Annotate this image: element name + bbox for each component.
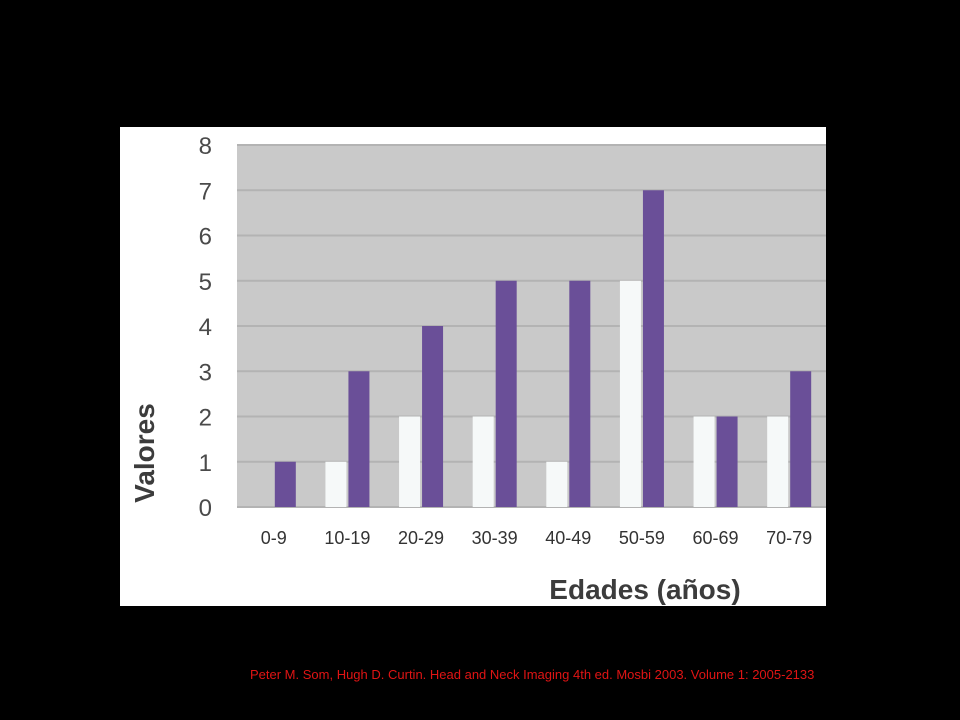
bar-dark bbox=[274, 461, 296, 507]
y-axis-title: Valores bbox=[129, 403, 160, 503]
bar-dark bbox=[790, 371, 812, 507]
y-tick-label: 3 bbox=[199, 359, 212, 386]
x-tick-label: 30-39 bbox=[472, 528, 518, 548]
bar-light bbox=[399, 416, 421, 507]
x-tick-label: 70-79 bbox=[766, 528, 812, 548]
y-tick-label: 6 bbox=[199, 224, 212, 251]
x-tick-label: 60-69 bbox=[693, 528, 739, 548]
bar-light bbox=[472, 416, 494, 507]
y-tick-label: 1 bbox=[199, 450, 212, 477]
bar-light bbox=[546, 461, 568, 507]
bar-light bbox=[767, 416, 789, 507]
bar-dark bbox=[642, 190, 664, 507]
bar-dark bbox=[716, 416, 738, 507]
y-tick-label: 4 bbox=[199, 314, 212, 341]
bar-chart: 0 1 2 3 4 5 6 7 8 0-9 10-19 20-29 30-39 40-49 50-59 60… bbox=[129, 133, 826, 605]
bar-light bbox=[325, 461, 347, 507]
bar-dark bbox=[422, 326, 444, 507]
x-tick-label: 20-29 bbox=[398, 528, 444, 548]
y-tick-label: 5 bbox=[199, 269, 212, 296]
y-tick-label: 7 bbox=[199, 178, 212, 205]
x-tick-label: 50-59 bbox=[619, 528, 665, 548]
x-tick-label: 40-49 bbox=[545, 528, 591, 548]
chart-panel: 0 1 2 3 4 5 6 7 8 0-9 10-19 20-29 30-39 40-49 50-59 60… bbox=[120, 127, 826, 606]
bar-dark bbox=[569, 280, 591, 507]
y-tick-label: 8 bbox=[199, 133, 212, 160]
citation-text: Peter M. Som, Hugh D. Curtin. Head and N… bbox=[250, 667, 815, 682]
bar-dark bbox=[348, 371, 370, 507]
y-tick-label: 0 bbox=[199, 495, 212, 522]
bar-light bbox=[693, 416, 715, 507]
x-tick-label: 0-9 bbox=[261, 528, 287, 548]
bar-light bbox=[619, 280, 641, 507]
bar-dark bbox=[495, 280, 517, 507]
x-axis-title: Edades (años) bbox=[549, 574, 740, 605]
x-tick-label: 10-19 bbox=[324, 528, 370, 548]
y-tick-label: 2 bbox=[199, 405, 212, 432]
